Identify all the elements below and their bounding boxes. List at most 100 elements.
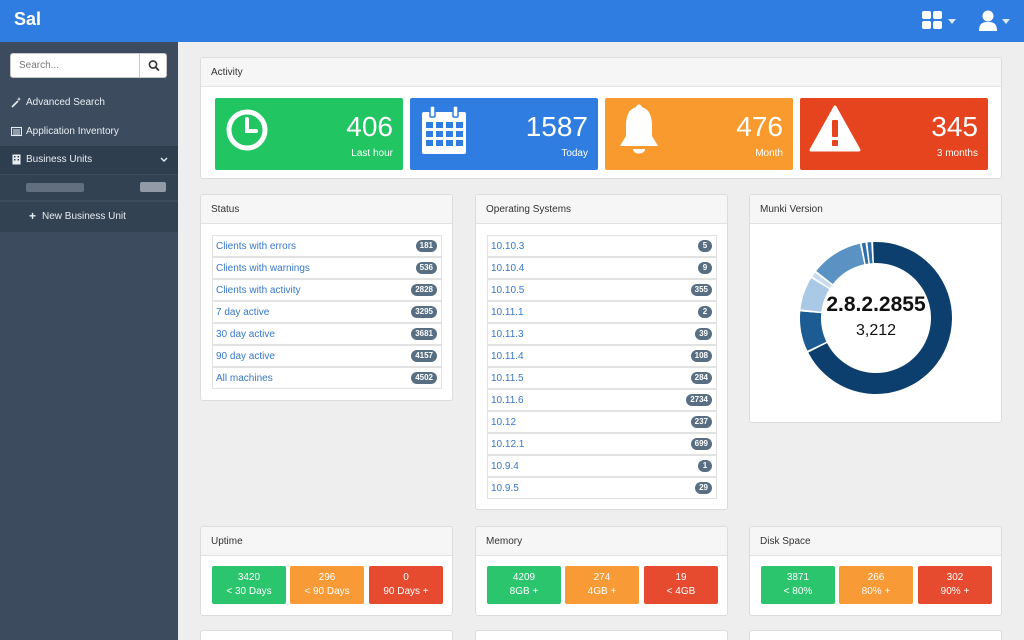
os-row[interactable]: 10.11.3 39 xyxy=(487,323,717,345)
status-row[interactable]: Clients with errors 181 xyxy=(212,235,442,257)
disk-box-80-plus[interactable]: 266 80% + xyxy=(839,566,913,604)
search-button[interactable] xyxy=(139,54,167,77)
tile-value: 406 xyxy=(346,111,393,142)
row-label: 10.11.6 xyxy=(491,395,524,406)
tile-label: Last hour xyxy=(351,148,393,159)
panel-header: Status xyxy=(201,195,452,224)
row-label: All machines xyxy=(216,373,273,384)
status-row[interactable]: 7 day active 3295 xyxy=(212,301,442,323)
donut-center-count: 3,212 xyxy=(856,322,896,339)
os-row[interactable]: 10.11.5 284 xyxy=(487,367,717,389)
count-badge: 355 xyxy=(690,284,712,296)
disk-box-under-80[interactable]: 3871 < 80% xyxy=(761,566,835,604)
uptime-box-under-30[interactable]: 3420 < 30 Days xyxy=(212,566,286,604)
donut-segment[interactable] xyxy=(811,276,830,290)
activity-tile-last-hour[interactable]: 406 Last hour xyxy=(215,98,403,170)
sidebar-item-business-units[interactable]: Business Units xyxy=(0,146,178,174)
row-label: 7 day active xyxy=(216,307,270,318)
donut-segment[interactable] xyxy=(800,278,830,312)
sidebar-item-advanced-search[interactable]: Advanced Search xyxy=(0,89,178,117)
donut-segment[interactable] xyxy=(800,309,822,314)
donut-segment[interactable] xyxy=(867,242,873,264)
status-row[interactable]: 90 day active 4157 xyxy=(212,345,442,367)
search-icon xyxy=(148,60,160,71)
os-row[interactable]: 10.11.1 2 xyxy=(487,301,717,323)
row-label: 10.11.5 xyxy=(491,373,524,384)
donut-segment[interactable] xyxy=(865,242,870,264)
box-label: 4GB + xyxy=(587,586,617,597)
uptime-panel: Uptime 3420 < 30 Days 296 < 90 Days 0 90… xyxy=(200,526,453,616)
box-label: 90 Days + xyxy=(383,586,429,597)
os-row[interactable]: 10.10.3 5 xyxy=(487,235,717,257)
uptime-box-under-90[interactable]: 296 < 90 Days xyxy=(290,566,364,604)
redacted-count xyxy=(140,182,166,192)
os-row[interactable]: 10.12.1 699 xyxy=(487,433,717,455)
status-row[interactable]: Clients with activity 2828 xyxy=(212,279,442,301)
os-row[interactable]: 10.10.4 9 xyxy=(487,257,717,279)
memory-box-4gb-plus[interactable]: 274 4GB + xyxy=(565,566,639,604)
memory-box-under-4gb[interactable]: 19 < 4GB xyxy=(644,566,718,604)
uptime-box-over-90[interactable]: 0 90 Days + xyxy=(369,566,443,604)
sidebar-item-label: Business Units xyxy=(26,154,93,165)
panel-title: Status xyxy=(211,204,240,215)
caret-down-icon xyxy=(948,19,956,24)
box-value: 274 xyxy=(593,572,611,583)
munki-donut-chart[interactable]: 2.8.2.2855 3,212 xyxy=(750,224,1003,424)
donut-segment[interactable] xyxy=(807,341,827,353)
activity-tile-3-months[interactable]: 345 3 months xyxy=(800,98,988,170)
donut-segment[interactable] xyxy=(815,271,833,286)
row-label: Clients with activity xyxy=(216,285,301,296)
count-badge: 2828 xyxy=(411,284,437,296)
count-badge: 39 xyxy=(695,328,712,340)
count-badge: 536 xyxy=(415,262,437,274)
os-row[interactable]: 10.11.4 108 xyxy=(487,345,717,367)
box-value: 3871 xyxy=(786,572,810,583)
panel-title: Uptime xyxy=(211,536,243,547)
activity-tile-month[interactable]: 476 Month xyxy=(605,98,793,170)
lower-panel-1 xyxy=(200,630,453,640)
box-value: 4209 xyxy=(512,572,536,583)
donut-segment[interactable] xyxy=(871,242,874,264)
row-label: 90 day active xyxy=(216,351,275,362)
panel-header: Memory xyxy=(476,527,727,556)
brand-logo[interactable]: Sal xyxy=(14,9,42,29)
status-row[interactable]: 30 day active 3681 xyxy=(212,323,442,345)
os-row[interactable]: 10.9.5 29 xyxy=(487,477,717,499)
business-unit-redacted-row[interactable] xyxy=(0,175,178,200)
grid-menu-button[interactable] xyxy=(922,11,956,31)
calendar-icon xyxy=(422,106,466,154)
memory-box-8gb-plus[interactable]: 4209 8GB + xyxy=(487,566,561,604)
panel-title: Operating Systems xyxy=(486,204,572,215)
donut-segment[interactable] xyxy=(873,242,876,264)
donut-segment[interactable] xyxy=(812,272,832,288)
donut-segment[interactable] xyxy=(800,311,827,351)
row-label: Clients with warnings xyxy=(216,263,310,274)
box-label: < 4GB xyxy=(666,586,696,597)
search-input[interactable] xyxy=(11,54,139,77)
lower-panel-3 xyxy=(749,630,1002,640)
user-menu-button[interactable] xyxy=(978,10,1012,32)
status-row[interactable]: All machines 4502 xyxy=(212,367,442,389)
count-badge: 4502 xyxy=(411,372,437,384)
donut-segment[interactable] xyxy=(816,243,865,285)
new-business-unit-link[interactable]: + New Business Unit xyxy=(0,202,178,232)
disk-box-90-plus[interactable]: 302 90% + xyxy=(918,566,992,604)
activity-tile-today[interactable]: 1587 Today xyxy=(410,98,598,170)
panel-header: Activity xyxy=(201,58,1001,87)
status-row[interactable]: Clients with warnings 536 xyxy=(212,257,442,279)
disk-space-panel: Disk Space 3871 < 80% 266 80% + 302 90% … xyxy=(749,526,1002,616)
count-badge: 29 xyxy=(695,482,712,494)
os-row[interactable]: 10.11.6 2734 xyxy=(487,389,717,411)
os-row[interactable]: 10.10.5 355 xyxy=(487,279,717,301)
donut-segment[interactable] xyxy=(859,243,866,265)
top-navbar: Sal xyxy=(0,0,1024,42)
donut-segment[interactable] xyxy=(808,242,952,394)
donut-segment[interactable] xyxy=(861,242,869,264)
inventory-icon xyxy=(11,126,22,137)
box-label: 80% + xyxy=(861,586,891,597)
os-row[interactable]: 10.9.4 1 xyxy=(487,455,717,477)
count-badge: 284 xyxy=(690,372,712,384)
os-row[interactable]: 10.12 237 xyxy=(487,411,717,433)
chevron-down-icon xyxy=(160,157,168,162)
sidebar-item-application-inventory[interactable]: Application Inventory xyxy=(0,118,178,146)
